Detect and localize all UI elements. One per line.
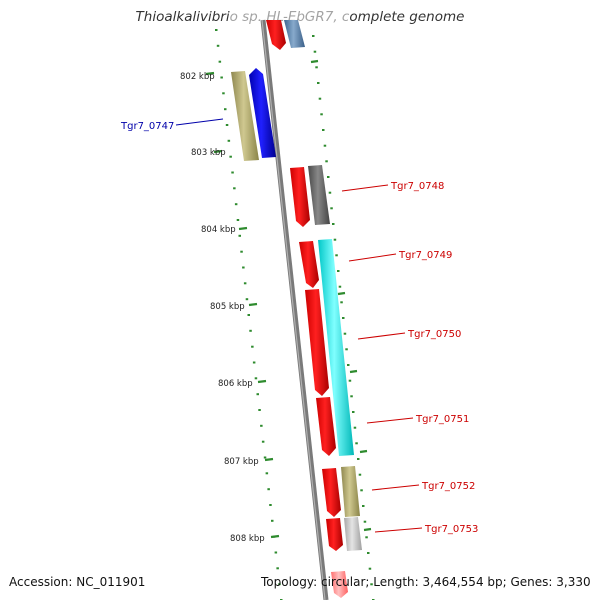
blue-feature-tgr7-0747[interactable] <box>249 68 276 158</box>
kbp-label-802: 802 kbp <box>180 72 215 82</box>
kbp-label-803: 803 kbp <box>191 148 226 158</box>
cds-feature-tgr7-0752[interactable] <box>322 468 341 517</box>
cds-feature[interactable] <box>266 20 286 50</box>
backbone-line <box>260 19 329 600</box>
kbp-label-807: 807 kbp <box>224 457 259 467</box>
gray-feature[interactable] <box>308 165 330 225</box>
gene-label-tgr7-0753[interactable]: Tgr7_0753 <box>424 524 478 535</box>
olive-feature-tgr7-0752[interactable] <box>341 466 360 517</box>
gene-label-tgr7-0752[interactable]: Tgr7_0752 <box>421 481 475 492</box>
gene-label-tgr7-0750[interactable]: Tgr7_0750 <box>407 329 461 340</box>
accession-text: Accession: NC_011901 <box>9 575 146 589</box>
cds-feature-tgr7-0749[interactable] <box>299 241 319 288</box>
cds-feature-tgr7-0748[interactable] <box>290 167 310 227</box>
label-leaders <box>175 118 423 533</box>
olive-feature[interactable] <box>231 71 259 161</box>
gene-label-tgr7-0748[interactable]: Tgr7_0748 <box>390 181 444 192</box>
cds-feature-tgr7-0753[interactable] <box>326 518 343 551</box>
cyan-feature[interactable] <box>318 239 354 456</box>
outer-tick-ring <box>312 35 375 600</box>
cds-feature-tgr7-0750[interactable] <box>305 289 329 396</box>
pink-feature[interactable] <box>331 571 348 598</box>
gene-features <box>231 20 362 598</box>
outer-major-ticks <box>310 59 372 532</box>
gene-label-tgr7-0747[interactable]: Tgr7_0747 <box>120 121 174 132</box>
kbp-label-808: 808 kbp <box>230 534 265 544</box>
gene-label-tgr7-0751[interactable]: Tgr7_0751 <box>415 414 469 425</box>
lightgray-feature-tgr7-0753[interactable] <box>344 517 362 551</box>
cds-feature-tgr7-0751[interactable] <box>316 397 336 456</box>
gene-labels: Tgr7_0747 Tgr7_0748 Tgr7_0749 Tgr7_0750 … <box>120 121 478 535</box>
gene-label-tgr7-0749[interactable]: Tgr7_0749 <box>398 250 452 261</box>
kbp-label-804: 804 kbp <box>201 225 236 235</box>
topology-text: Topology: circular; Length: 3,464,554 bp… <box>261 575 591 589</box>
kbp-scale: 802 kbp 803 kbp 804 kbp 805 kbp 806 kbp … <box>180 71 280 544</box>
kbp-label-805: 805 kbp <box>210 302 245 312</box>
steelblue-feature[interactable] <box>284 20 305 48</box>
kbp-label-806: 806 kbp <box>218 379 253 389</box>
